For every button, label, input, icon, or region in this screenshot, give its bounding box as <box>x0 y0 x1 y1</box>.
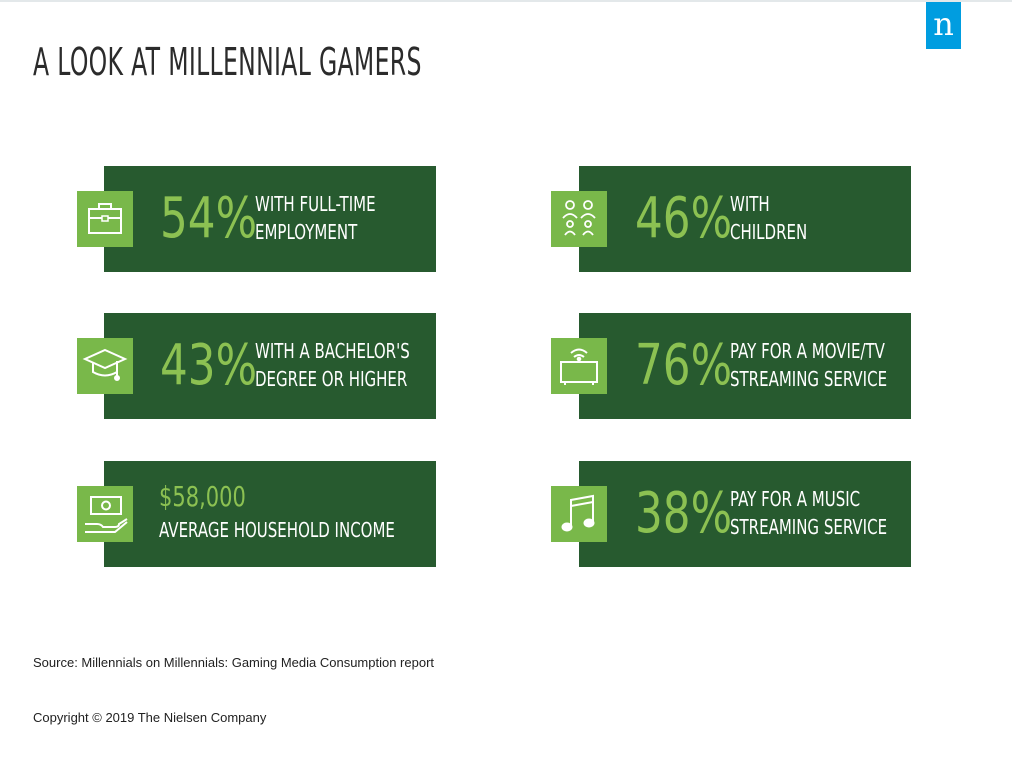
music-note-icon <box>551 486 607 542</box>
nielsen-logo: n <box>926 2 961 49</box>
page-title: A LOOK AT MILLENNIAL GAMERS <box>33 40 422 84</box>
stat-card-employment: 54% WITH FULL-TIME EMPLOYMENT <box>104 166 436 272</box>
stat-value: 43% <box>160 333 258 398</box>
children-icon <box>551 191 607 247</box>
top-divider <box>0 0 1012 2</box>
graduation-cap-icon <box>77 338 133 394</box>
stat-value: $58,000 <box>159 480 246 513</box>
stat-value: 46% <box>635 186 733 251</box>
stat-card-income: $58,000 AVERAGE HOUSEHOLD INCOME <box>104 461 436 567</box>
stat-label: WITH FULL-TIME EMPLOYMENT <box>255 192 376 244</box>
stat-label: AVERAGE HOUSEHOLD INCOME <box>159 518 395 542</box>
stat-label: WITH CHILDREN <box>730 192 808 244</box>
stat-value: 76% <box>635 333 733 398</box>
stat-label: PAY FOR A MUSIC STREAMING SERVICE <box>730 487 888 539</box>
tv-streaming-icon <box>551 338 607 394</box>
stat-card-children: 46% WITH CHILDREN <box>579 166 911 272</box>
copyright-note: Copyright © 2019 The Nielsen Company <box>33 710 267 725</box>
stat-label: PAY FOR A MOVIE/TV STREAMING SERVICE <box>730 339 888 391</box>
stat-label: WITH A BACHELOR'S DEGREE OR HIGHER <box>255 339 410 391</box>
stat-card-music-streaming: 38% PAY FOR A MUSIC STREAMING SERVICE <box>579 461 911 567</box>
briefcase-icon <box>77 191 133 247</box>
stat-value: 38% <box>635 481 733 546</box>
stat-value: 54% <box>160 186 258 251</box>
stat-card-education: 43% WITH A BACHELOR'S DEGREE OR HIGHER <box>104 313 436 419</box>
source-note: Source: Millennials on Millennials: Gami… <box>33 655 435 670</box>
stat-card-video-streaming: 76% PAY FOR A MOVIE/TV STREAMING SERVICE <box>579 313 911 419</box>
money-hand-icon <box>77 486 133 542</box>
